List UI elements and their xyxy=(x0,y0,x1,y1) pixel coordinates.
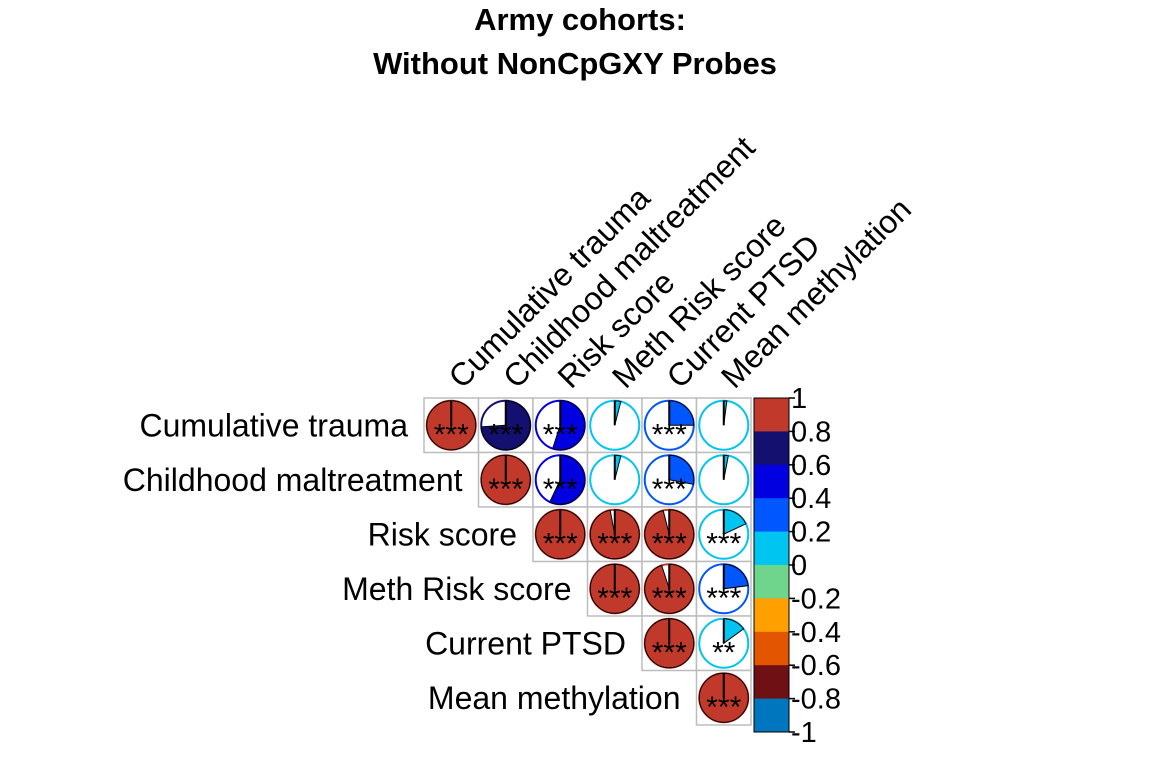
significance-label: *** xyxy=(652,418,687,451)
cell-0-4: *** xyxy=(641,397,698,454)
cell-0-0: *** xyxy=(423,397,480,454)
significance-label: *** xyxy=(543,473,578,506)
row-label: Risk score xyxy=(368,516,517,552)
cell-1-2: *** xyxy=(532,451,589,508)
significance-label: *** xyxy=(597,527,632,560)
row-label: Meth Risk score xyxy=(342,571,571,607)
significance-label: *** xyxy=(543,418,578,451)
colorbar-tick-label: -0.4 xyxy=(791,617,841,649)
row-labels: Cumulative trauma Childhood maltreatment R… xyxy=(123,407,681,716)
colorbar-tick-label: -0.8 xyxy=(791,684,841,716)
cell-4-5: ** xyxy=(695,615,752,672)
chart-title-line-2: Without NonCpGXY Probes xyxy=(373,46,777,81)
significance-label: *** xyxy=(543,527,578,560)
cell-4-4: *** xyxy=(641,615,698,672)
colorbar-tick-label: -0.6 xyxy=(791,650,841,682)
colorbar-tick-label: 0 xyxy=(791,550,807,582)
cell-1-1: *** xyxy=(477,451,534,508)
cell-0-1: *** xyxy=(477,397,534,454)
significance-label: ** xyxy=(712,636,736,669)
colorbar-segment xyxy=(754,531,789,566)
colorbar-tick-label: 0.8 xyxy=(791,416,831,448)
colorbar-segment xyxy=(754,631,789,666)
cell-2-2: *** xyxy=(532,506,589,563)
significance-label: *** xyxy=(488,473,523,506)
significance-label: *** xyxy=(597,582,632,615)
cell-1-4: *** xyxy=(641,451,698,508)
cell-5-5: *** xyxy=(695,669,752,726)
colorbar-tick-label: 0.4 xyxy=(791,483,831,515)
cell-3-3: *** xyxy=(586,560,643,617)
significance-label: *** xyxy=(488,418,523,451)
colorbar-segment xyxy=(754,464,789,499)
pie-slice xyxy=(668,454,695,485)
pie-slice xyxy=(549,454,586,505)
colorbar-segment xyxy=(754,565,789,599)
cell-2-3: *** xyxy=(586,506,643,563)
colorbar-tick-label: -0.2 xyxy=(791,583,841,615)
significance-label: *** xyxy=(706,582,741,615)
significance-label: *** xyxy=(652,473,687,506)
colorbar-segment xyxy=(754,665,789,700)
significance-label: *** xyxy=(706,527,741,560)
cell-0-2: *** xyxy=(532,397,589,454)
row-label: Mean methylation xyxy=(428,680,681,716)
correlation-grid: *** *** *** ****** *** ****** *** *** ****** *** *… xyxy=(423,397,752,726)
pie-slice xyxy=(480,400,531,451)
colorbar-segment xyxy=(754,398,789,432)
colorbar-tick-label: 1 xyxy=(791,383,807,415)
chart-title-line-1: Army cohorts: xyxy=(474,2,686,37)
colorbar-tick-label: 0.6 xyxy=(791,450,831,482)
row-label: Cumulative trauma xyxy=(139,407,408,443)
significance-label: *** xyxy=(652,636,687,669)
significance-label: *** xyxy=(652,582,687,615)
pie-slice xyxy=(668,400,695,426)
colorbar-tick-label: 0.2 xyxy=(791,517,831,549)
cell-0-5 xyxy=(695,397,752,454)
colorbar-segment xyxy=(754,431,789,466)
colorbar-segment xyxy=(754,498,789,533)
cell-2-4: *** xyxy=(641,506,698,563)
cell-3-4: *** xyxy=(641,560,698,617)
significance-label: *** xyxy=(434,418,469,451)
row-label: Childhood maltreatment xyxy=(123,462,463,498)
row-label: Current PTSD xyxy=(425,625,626,661)
colorbar-segment xyxy=(754,698,789,733)
significance-label: *** xyxy=(706,691,741,724)
cell-3-5: *** xyxy=(695,560,752,617)
significance-label: *** xyxy=(652,527,687,560)
cell-1-3 xyxy=(586,451,643,508)
colorbar-tick-label: -1 xyxy=(791,717,817,749)
cell-0-3 xyxy=(586,397,643,454)
cell-1-5 xyxy=(695,451,752,508)
colorbar-segment xyxy=(754,598,789,633)
cell-2-5: *** xyxy=(695,506,752,563)
colorbar-legend: 10.80.60.40.20-0.2-0.4-0.6-0.8-1 xyxy=(753,383,841,749)
